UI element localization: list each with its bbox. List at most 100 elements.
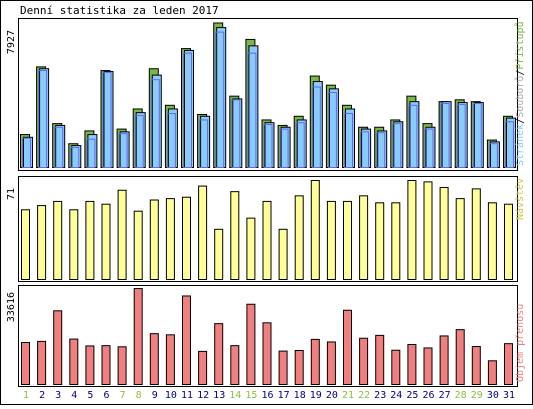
bar-files-day-8 bbox=[135, 112, 146, 168]
legend-part-2: Souborů bbox=[514, 76, 526, 118]
legend-part-4: Přístupů bbox=[514, 21, 526, 69]
bar-files-day-29 bbox=[473, 102, 484, 168]
bar-kbytes-day-8 bbox=[133, 288, 143, 385]
bar-kbytes-day-4 bbox=[69, 338, 79, 385]
bar-visits-day-17 bbox=[278, 228, 288, 280]
bar-kbytes-day-15 bbox=[246, 303, 256, 385]
bar-pages-day-10 bbox=[166, 113, 176, 168]
bar-pages-day-14 bbox=[231, 99, 241, 168]
bar-files-day-26 bbox=[425, 126, 436, 168]
bar-kbytes-day-27 bbox=[439, 335, 449, 385]
bar-kbytes-day-20 bbox=[326, 341, 336, 385]
bar-files-day-24 bbox=[393, 121, 404, 169]
bar-pages-day-27 bbox=[440, 102, 450, 168]
bar-visits-day-18 bbox=[294, 195, 304, 280]
bar-visits-day-26 bbox=[423, 181, 433, 280]
x-tick-label-day-13: 13 bbox=[213, 390, 225, 401]
bar-pages-day-7 bbox=[118, 133, 128, 168]
x-tick-label-day-25: 25 bbox=[406, 390, 418, 401]
bar-kbytes-day-16 bbox=[262, 322, 272, 386]
bar-visits-day-25 bbox=[407, 180, 417, 280]
chart-title: Denní statistika za leden 2017 bbox=[20, 4, 219, 17]
bar-visits-day-6 bbox=[101, 203, 111, 280]
bar-visits-day-3 bbox=[53, 200, 63, 281]
bar-files-day-11 bbox=[184, 49, 194, 168]
bar-files-day-19 bbox=[312, 81, 323, 168]
bar-kbytes-day-11 bbox=[182, 295, 191, 386]
bar-pages-day-3 bbox=[54, 126, 64, 168]
x-tick-label-day-18: 18 bbox=[294, 390, 306, 401]
bar-files-day-13 bbox=[216, 27, 227, 168]
bar-visits-day-16 bbox=[262, 200, 272, 281]
bar-pages-day-30 bbox=[488, 143, 498, 168]
x-tick-label-day-10: 10 bbox=[165, 390, 177, 401]
bar-visits-day-13 bbox=[214, 228, 224, 280]
bar-pages-day-18 bbox=[295, 122, 305, 169]
top-legend-label: Stránek/Souborů/Přístupů bbox=[514, 21, 526, 166]
bar-pages-day-16 bbox=[263, 124, 273, 168]
bar-kbytes-day-26 bbox=[423, 347, 433, 386]
legend-part-3: / bbox=[515, 70, 526, 76]
bar-kbytes-day-1 bbox=[21, 342, 30, 385]
bar-files-day-10 bbox=[167, 108, 178, 168]
x-tick-label-day-29: 29 bbox=[471, 390, 483, 401]
x-tick-label-day-9: 9 bbox=[152, 390, 158, 401]
bar-pages-day-17 bbox=[279, 128, 289, 168]
bar-kbytes-day-9 bbox=[149, 333, 159, 385]
bar-pages-day-28 bbox=[456, 103, 466, 168]
top-ymax-label: 7927 bbox=[6, 30, 17, 54]
bar-kbytes-day-18 bbox=[294, 350, 304, 385]
bar-files-day-22 bbox=[361, 128, 372, 168]
legend-part-0: Stránek bbox=[514, 124, 526, 166]
bar-kbytes-day-3 bbox=[53, 310, 63, 385]
bar-visits-day-14 bbox=[230, 191, 240, 280]
bar-files-day-2 bbox=[39, 68, 50, 168]
x-tick-label-day-8: 8 bbox=[136, 390, 142, 401]
x-tick-label-day-31: 31 bbox=[503, 390, 515, 401]
bar-visits-day-12 bbox=[198, 185, 208, 281]
bar-visits-day-10 bbox=[165, 198, 175, 280]
bar-kbytes-day-24 bbox=[391, 349, 401, 385]
x-tick-label-day-4: 4 bbox=[71, 390, 77, 401]
bar-pages-day-31 bbox=[505, 121, 514, 169]
x-tick-label-day-21: 21 bbox=[342, 390, 354, 401]
bar-files-day-18 bbox=[296, 119, 307, 168]
bar-kbytes-day-21 bbox=[343, 309, 352, 385]
x-tick-label-day-19: 19 bbox=[310, 390, 322, 401]
bar-pages-day-20 bbox=[327, 92, 337, 168]
bar-pages-day-13 bbox=[215, 31, 225, 169]
bar-files-day-1 bbox=[23, 136, 33, 169]
bar-visits-day-5 bbox=[85, 200, 95, 281]
bar-kbytes-day-6 bbox=[101, 345, 111, 385]
bar-files-day-23 bbox=[377, 130, 388, 168]
bar-visits-day-31 bbox=[504, 203, 513, 280]
bar-visits-day-7 bbox=[117, 189, 127, 280]
bar-files-day-21 bbox=[345, 108, 355, 168]
bar-files-day-9 bbox=[151, 74, 162, 168]
x-tick-label-day-1: 1 bbox=[23, 390, 29, 401]
bar-visits-day-9 bbox=[149, 199, 159, 281]
bar-kbytes-day-12 bbox=[198, 350, 208, 386]
bar-visits-day-29 bbox=[471, 188, 481, 280]
x-tick-label-day-6: 6 bbox=[103, 390, 109, 401]
bar-visits-day-11 bbox=[182, 196, 191, 280]
x-tick-label-day-3: 3 bbox=[55, 390, 61, 401]
bar-pages-day-15 bbox=[247, 52, 257, 169]
bar-visits-day-8 bbox=[133, 210, 143, 280]
visits-ymax-label: 71 bbox=[6, 188, 17, 200]
bar-pages-day-2 bbox=[38, 70, 48, 168]
bar-files-day-30 bbox=[489, 141, 500, 169]
bar-files-day-20 bbox=[328, 88, 339, 168]
visits-legend-label: Návštěv bbox=[514, 178, 526, 220]
bar-pages-day-22 bbox=[360, 131, 370, 168]
bar-kbytes-day-28 bbox=[455, 329, 465, 386]
bar-visits-day-24 bbox=[391, 202, 401, 280]
bar-kbytes-day-13 bbox=[214, 323, 224, 385]
bar-kbytes-day-30 bbox=[487, 360, 497, 385]
x-tick-label-day-17: 17 bbox=[278, 390, 290, 401]
bar-visits-day-30 bbox=[487, 202, 497, 280]
x-tick-label-day-20: 20 bbox=[326, 390, 338, 401]
bar-pages-day-4 bbox=[70, 146, 80, 168]
bar-files-day-17 bbox=[280, 126, 291, 168]
